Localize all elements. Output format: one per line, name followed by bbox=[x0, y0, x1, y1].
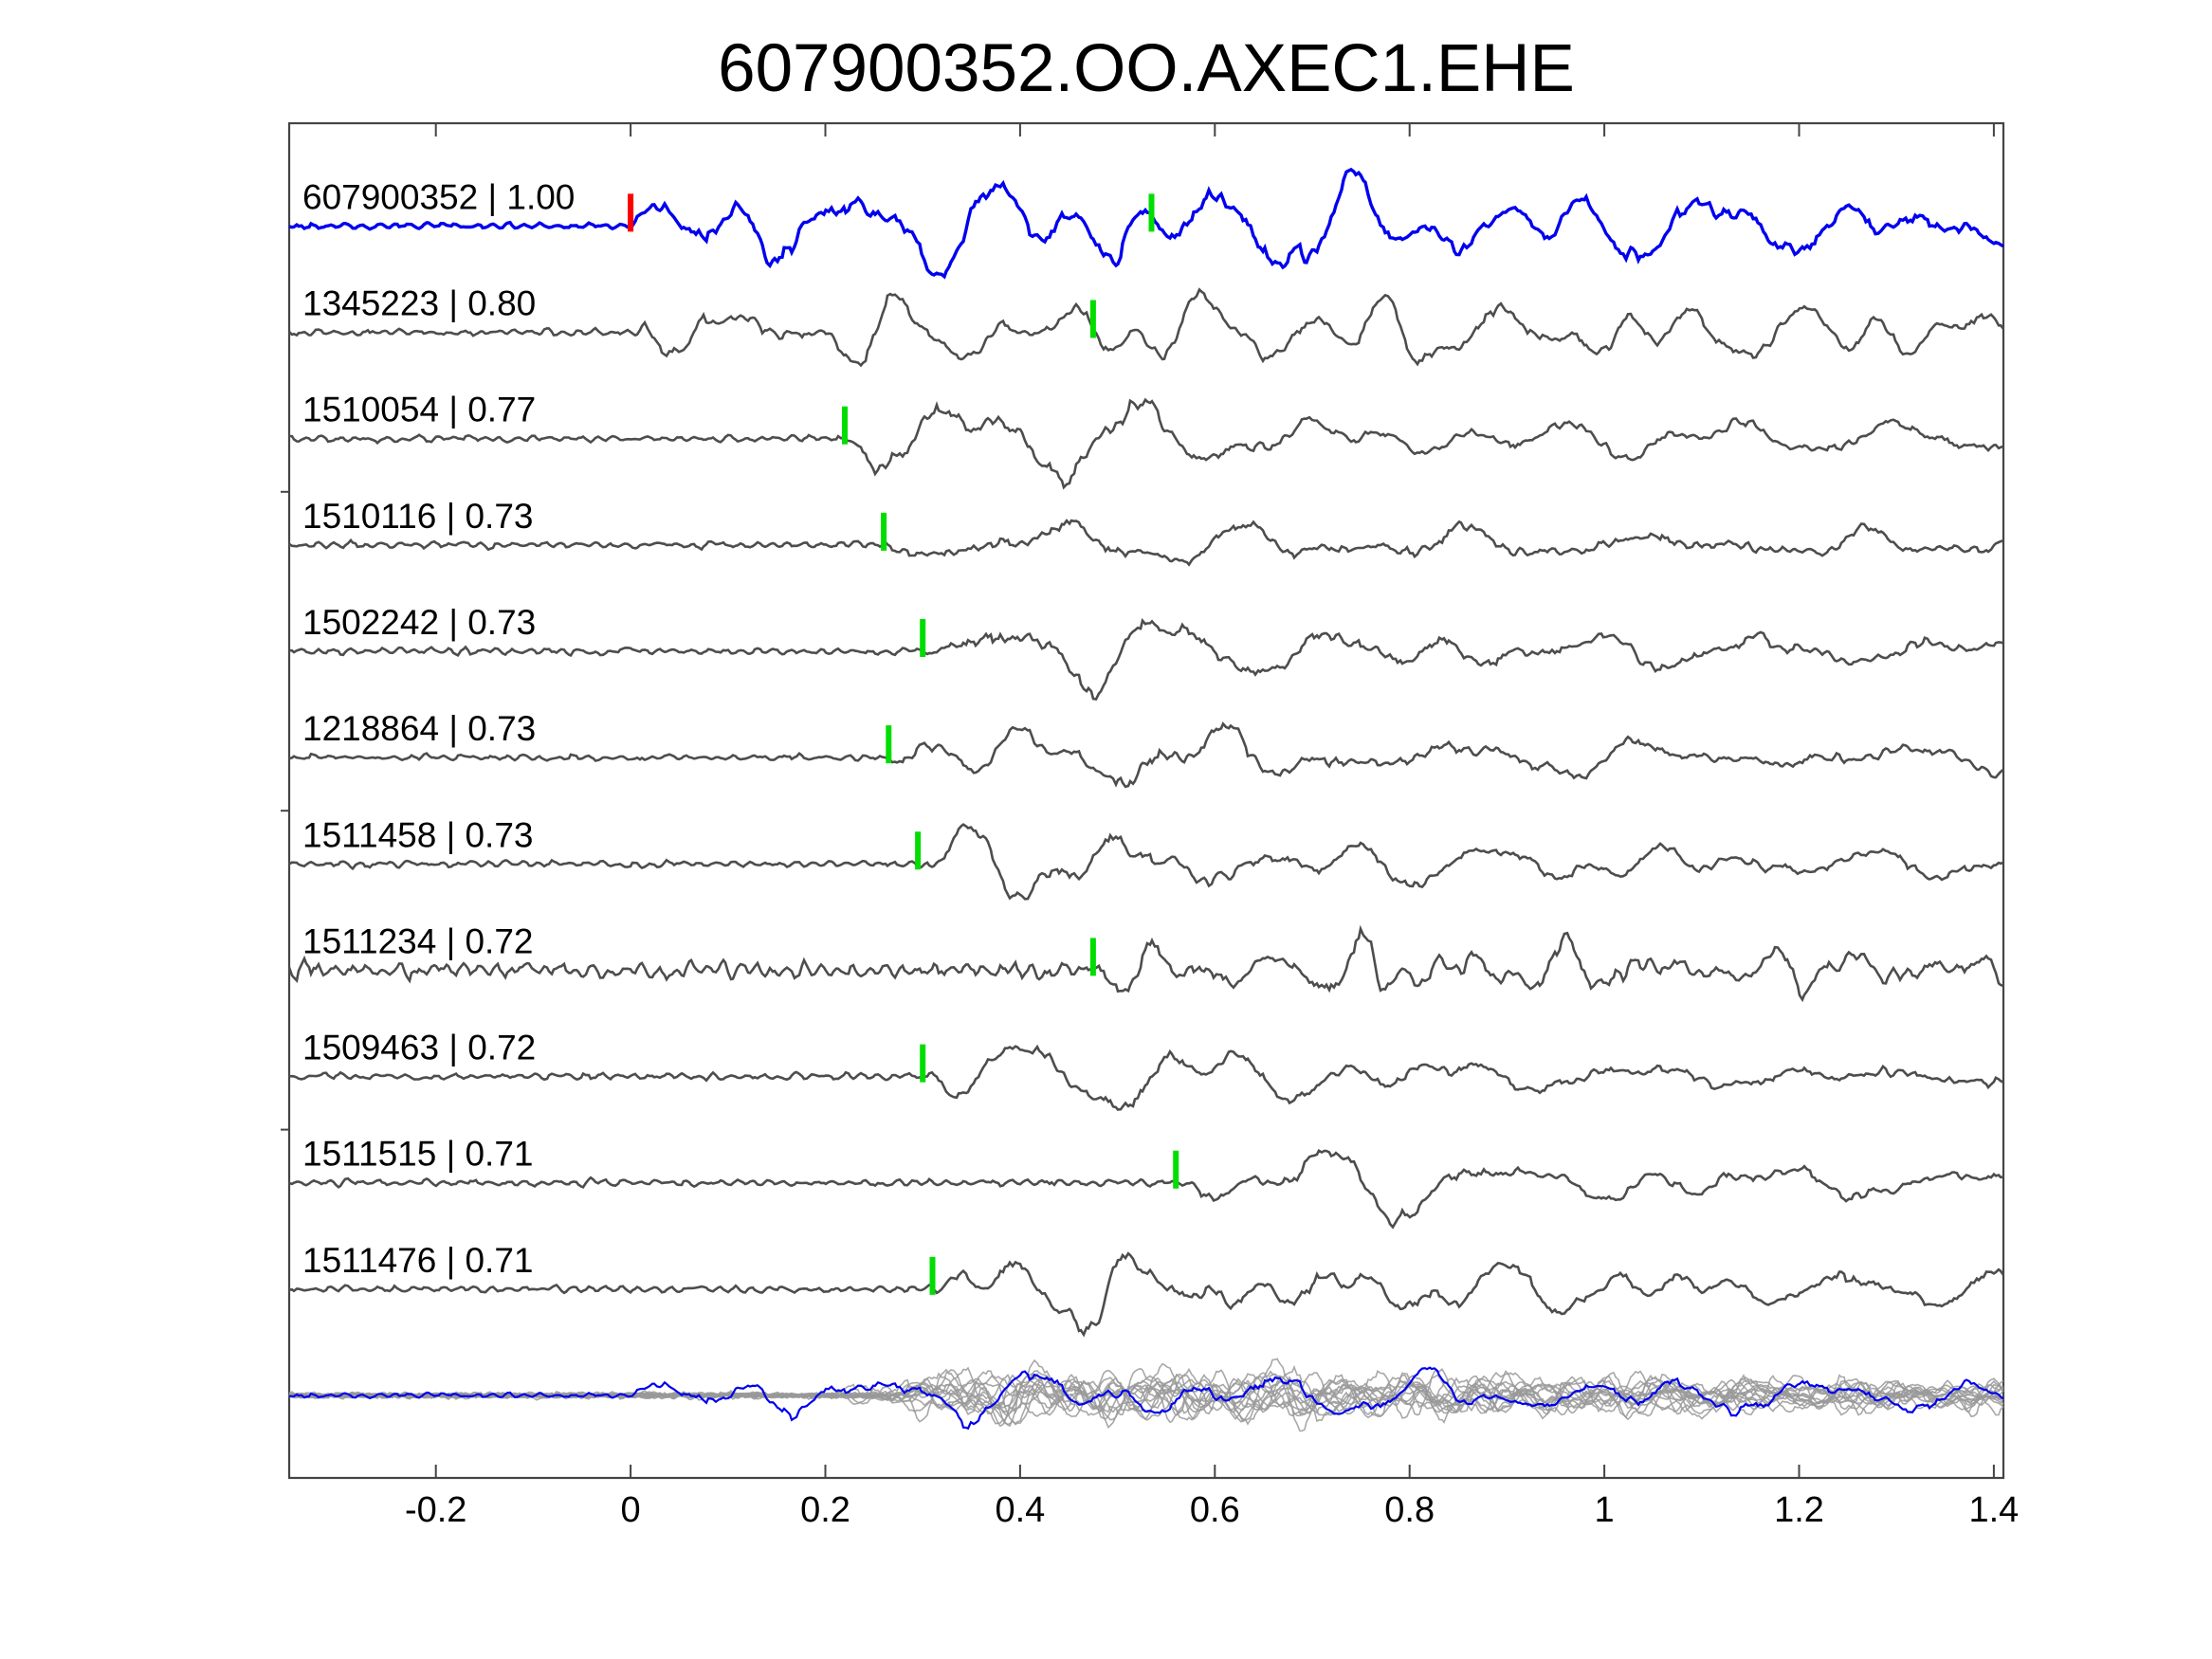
svg-text:0.8: 0.8 bbox=[1384, 1490, 1435, 1530]
svg-text:0.6: 0.6 bbox=[1190, 1490, 1240, 1530]
svg-text:1511458 | 0.73: 1511458 | 0.73 bbox=[302, 815, 533, 854]
svg-text:1510054 | 0.77: 1510054 | 0.77 bbox=[302, 391, 536, 429]
svg-text:-0.2: -0.2 bbox=[405, 1490, 466, 1530]
svg-text:1511476 | 0.71: 1511476 | 0.71 bbox=[302, 1241, 533, 1280]
svg-text:0.4: 0.4 bbox=[995, 1490, 1045, 1530]
svg-text:1.2: 1.2 bbox=[1774, 1490, 1824, 1530]
svg-text:1345223 | 0.80: 1345223 | 0.80 bbox=[302, 284, 536, 323]
svg-text:0.2: 0.2 bbox=[800, 1490, 850, 1530]
svg-text:1502242 | 0.73: 1502242 | 0.73 bbox=[302, 603, 536, 642]
svg-text:1511234 | 0.72: 1511234 | 0.72 bbox=[302, 921, 533, 960]
svg-text:0: 0 bbox=[621, 1490, 641, 1530]
svg-text:1: 1 bbox=[1595, 1490, 1615, 1530]
svg-text:1511515 | 0.71: 1511515 | 0.71 bbox=[302, 1135, 533, 1174]
svg-text:1510116 | 0.73: 1510116 | 0.73 bbox=[302, 497, 533, 536]
svg-text:1.4: 1.4 bbox=[1968, 1490, 2019, 1530]
svg-text:1218864 | 0.73: 1218864 | 0.73 bbox=[302, 709, 536, 748]
svg-text:1509463 | 0.72: 1509463 | 0.72 bbox=[302, 1029, 536, 1067]
svg-text:607900352 | 1.00: 607900352 | 1.00 bbox=[302, 177, 575, 216]
